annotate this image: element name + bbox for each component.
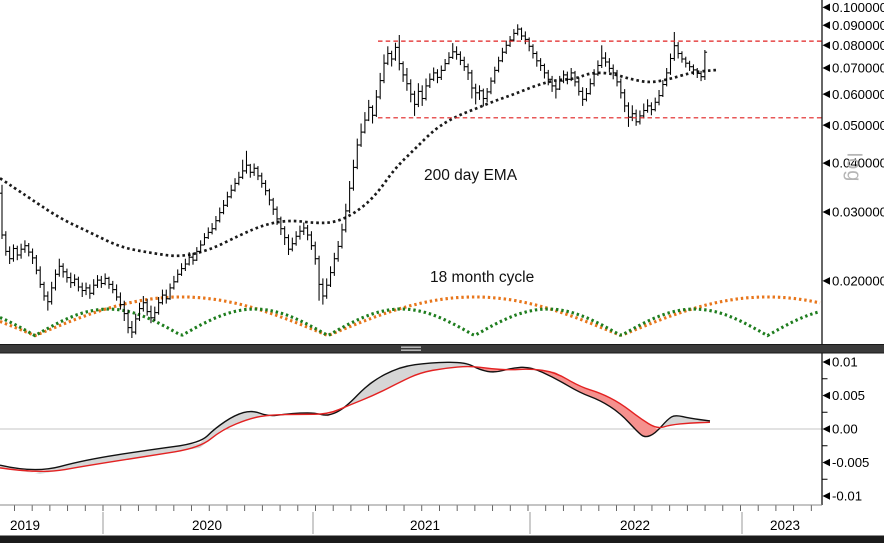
price-tick-label: 0.090000 — [832, 18, 884, 33]
year-label: 2021 — [410, 518, 440, 533]
price-tick-label: 0.040000 — [832, 156, 884, 171]
signal-line — [0, 365, 711, 473]
price-tick-label: 0.050000 — [832, 118, 884, 133]
price-tick-label: 0.020000 — [832, 274, 884, 289]
indicator-tick-label: 0.005 — [832, 388, 865, 403]
half-cycle-line — [0, 307, 821, 338]
18-month-cycle-line — [0, 295, 821, 338]
cycle-annotation-label: 18 month cycle — [430, 269, 535, 286]
ema-annotation-label: 200 day EMA — [424, 167, 518, 184]
ema-line — [0, 68, 719, 258]
price-axis: 0.100000 0.090000 0.080000 0.070000 0.060000… — [821, 0, 884, 344]
indicator-panel[interactable] — [0, 361, 822, 474]
year-label: 2020 — [192, 518, 222, 533]
bottom-bar — [0, 535, 884, 543]
splitter-grip-icon[interactable] — [401, 346, 421, 351]
price-tick-label: 0.030000 — [832, 205, 884, 220]
price-tick-label: 0.080000 — [832, 38, 884, 53]
log-scale-label: log — [842, 152, 865, 183]
year-label: 2019 — [10, 518, 40, 533]
price-tick-label: 0.070000 — [832, 61, 884, 76]
indicator-tick-label: 0.01 — [832, 355, 858, 370]
panel-splitter[interactable] — [0, 344, 884, 354]
price-tick-label: 0.100000 — [832, 0, 884, 15]
positive-spread-fill — [347, 362, 474, 407]
indicator-tick-label: 0.00 — [832, 422, 858, 437]
year-label: 2023 — [770, 518, 800, 533]
macd-line — [0, 361, 711, 471]
negative-spread-fill — [536, 369, 660, 438]
price-tick-label: 0.060000 — [832, 87, 884, 102]
indicator-axis: 0.01 0.005 0.00 -0.005 -0.01 — [821, 353, 869, 505]
price-panel[interactable] — [0, 24, 822, 338]
time-axis: 2019 2020 2021 2022 2023 — [0, 504, 822, 534]
indicator-tick-label: -0.005 — [832, 455, 869, 470]
positive-spread-fill — [659, 415, 710, 429]
price-bars — [0, 24, 708, 338]
indicator-tick-label: -0.01 — [832, 489, 862, 504]
year-label: 2022 — [620, 518, 650, 533]
